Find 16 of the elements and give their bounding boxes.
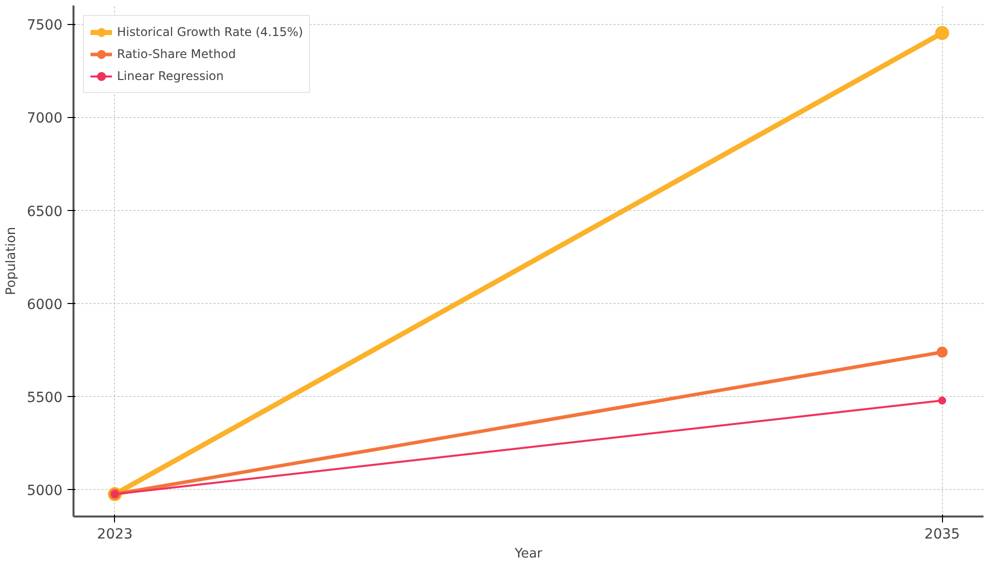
y-tick-label: 7000 (26, 110, 63, 127)
legend-label: Ratio-Share Method (117, 47, 236, 61)
point (935, 26, 950, 40)
y-tick-label: 6000 (26, 296, 63, 313)
legend-label: Linear Regression (117, 69, 224, 83)
y-tick-label: 5500 (26, 390, 63, 406)
y-tick-label: 5000 (26, 483, 63, 500)
x-axis-title: Year (514, 546, 543, 562)
y-tick-label: 7500 (26, 18, 63, 34)
y-axis-title: Population (4, 226, 19, 296)
x-tick-label: 2035 (924, 526, 960, 542)
y-tick-label: 6500 (26, 204, 63, 220)
x-tick-label: 2023 (97, 526, 133, 542)
legend-label: Historical Growth Rate (4.15%) (117, 25, 304, 39)
point (936, 346, 948, 358)
point (938, 396, 946, 405)
